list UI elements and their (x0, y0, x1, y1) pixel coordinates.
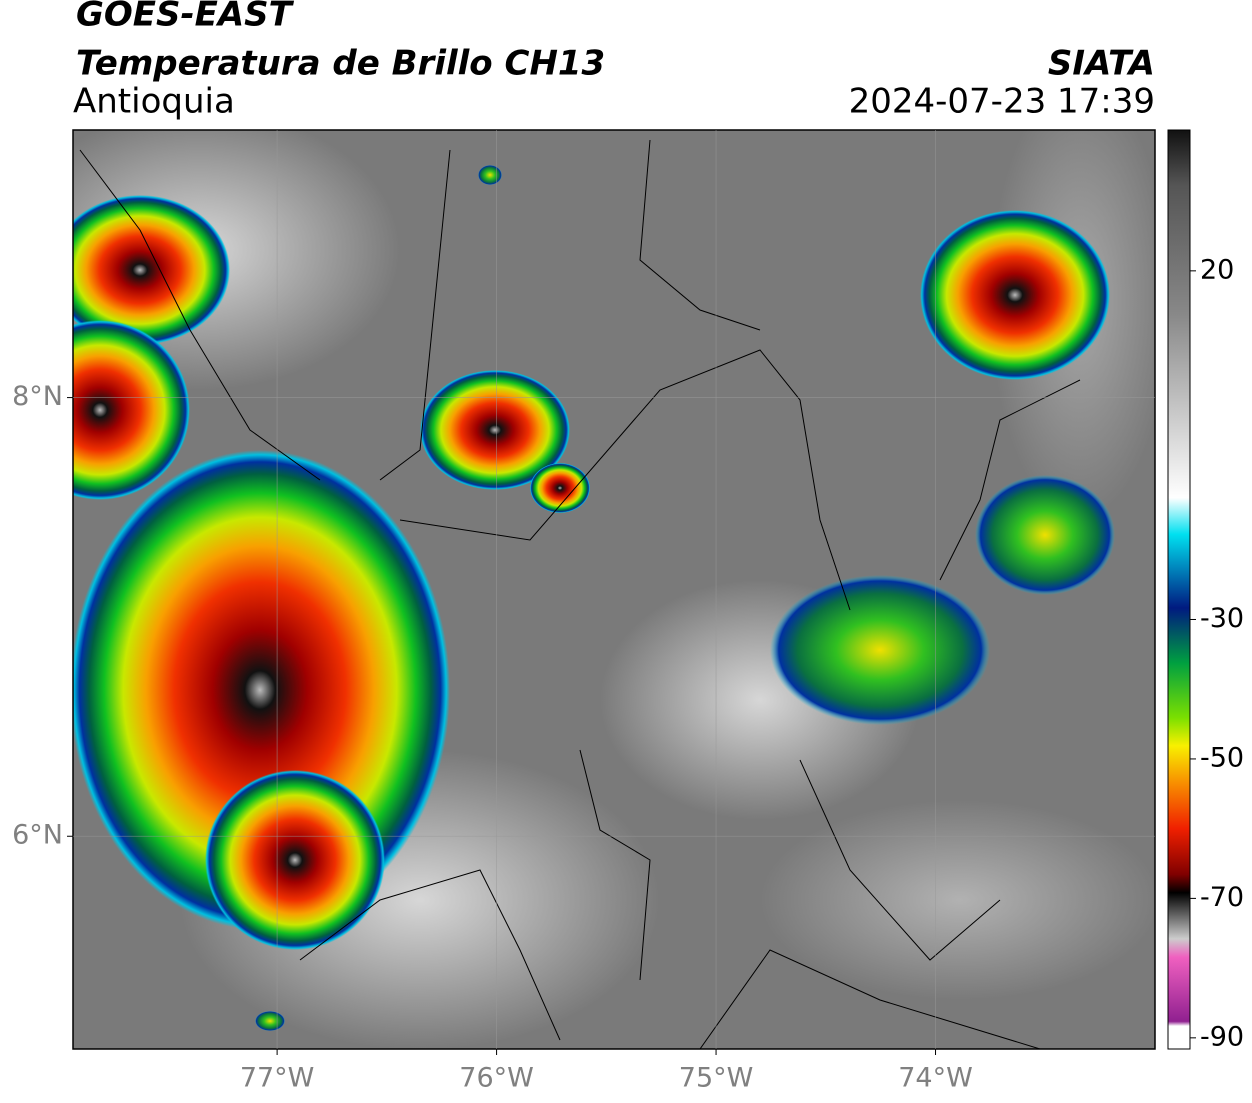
map-imagery (73, 130, 1155, 1049)
x-tick-label: 76°W (459, 1063, 534, 1094)
colorbar (1167, 129, 1191, 1050)
y-tick-label: 6°N (12, 820, 63, 851)
subtitle: Temperatura de Brillo CH13 (76, 44, 605, 84)
region: Antioquia (73, 82, 235, 122)
colorbar-tick-label: -70 (1200, 882, 1244, 913)
colorbar-tick-label: -30 (1200, 603, 1244, 634)
x-tick-label: 77°W (240, 1063, 315, 1094)
colorbar-tick-label: -50 (1200, 742, 1244, 773)
x-tick-label: 74°W (898, 1063, 973, 1094)
colorbar-tick-label: 20 (1200, 254, 1234, 285)
title: GOES-EAST (76, 0, 295, 35)
colorbar-tick-label: -90 (1200, 1021, 1244, 1052)
timestamp: 2024-07-23 17:39 (849, 82, 1155, 122)
source: SIATA (1048, 44, 1155, 84)
y-tick-label: 8°N (12, 381, 63, 412)
x-tick-label: 75°W (679, 1063, 754, 1094)
map-frame (72, 129, 1156, 1050)
